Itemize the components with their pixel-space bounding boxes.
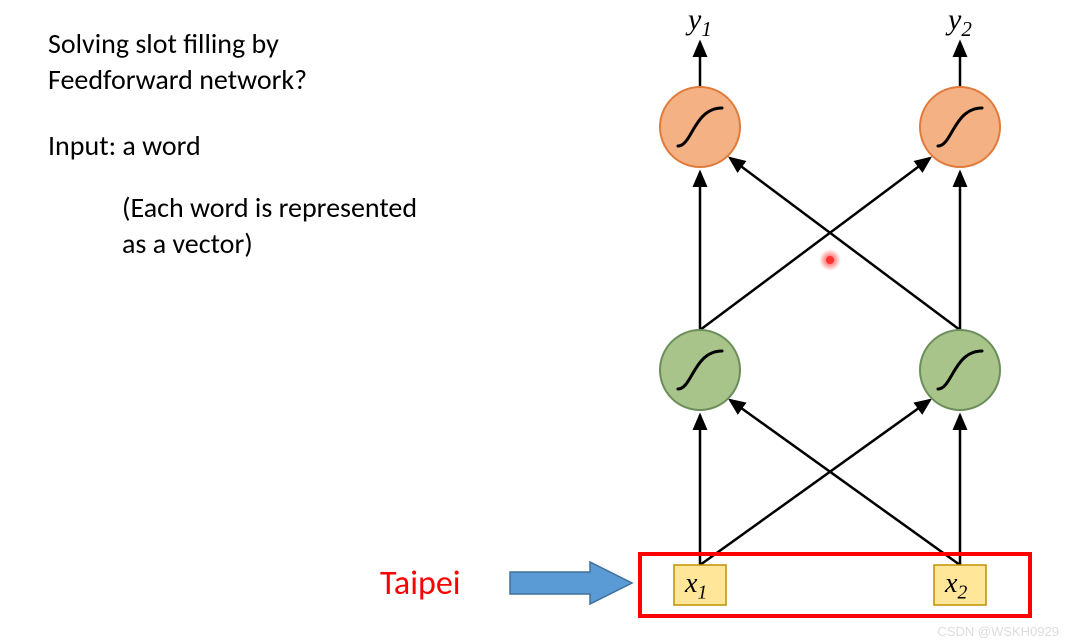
repr-line1: (Each word is represented <box>122 190 417 226</box>
title-line2: Feedforward network? <box>48 62 307 98</box>
pointer-glow <box>819 249 841 271</box>
y2-label: y2 <box>948 0 972 43</box>
edge-x1-g2 <box>700 400 930 565</box>
taipei-label: Taipei <box>380 562 461 606</box>
neuron-g2 <box>920 330 1000 410</box>
x1-label: x1 <box>685 566 707 606</box>
edge-x2-g1 <box>730 400 960 565</box>
neuron-o2 <box>920 87 1000 167</box>
watermark: CSDN @WSKH0929 <box>937 624 1059 639</box>
repr-line2: as a vector) <box>122 226 253 262</box>
blue-arrow <box>510 562 632 604</box>
edge-g2-o1 <box>730 158 960 330</box>
neuron-o1 <box>660 87 740 167</box>
input-line: Input: a word <box>48 128 201 164</box>
x2-label: x2 <box>945 566 967 606</box>
y1-label: y1 <box>688 0 712 43</box>
neuron-g1 <box>660 330 740 410</box>
pointer-dot <box>826 256 834 264</box>
edge-g1-o2 <box>700 158 930 330</box>
title-line1: Solving slot filling by <box>48 26 279 62</box>
